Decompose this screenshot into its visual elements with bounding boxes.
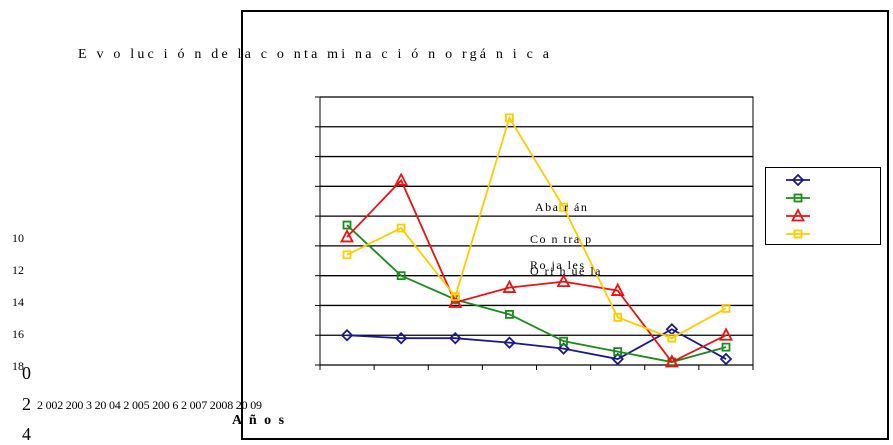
point-s3-3 xyxy=(505,113,514,123)
axis-layer xyxy=(315,96,754,370)
series-2 xyxy=(340,172,733,368)
point-s2-2 xyxy=(448,294,463,308)
series-layer xyxy=(340,113,733,368)
series-label-abaran: Aba r án xyxy=(535,200,589,214)
left-number-0: 0 xyxy=(22,363,31,383)
point-s3-6 xyxy=(667,333,677,343)
point-s2-6 xyxy=(664,354,679,368)
chart-frame xyxy=(241,10,889,440)
point-s3-2 xyxy=(450,292,460,301)
y-label-18: 18 xyxy=(12,359,24,373)
point-s1-3 xyxy=(505,309,514,319)
point-s0-5 xyxy=(611,352,624,366)
y-label-16: 16 xyxy=(12,327,24,341)
series-label-contrap: Co n tra p xyxy=(530,232,593,246)
legend-marker-1 xyxy=(793,193,803,203)
legend-marker-3 xyxy=(793,229,803,239)
point-s0-7 xyxy=(719,352,733,366)
point-s0-0 xyxy=(340,328,354,342)
series-3 xyxy=(342,113,731,343)
plot-border xyxy=(319,96,754,366)
point-s1-4 xyxy=(559,336,568,346)
series-line-2 xyxy=(346,178,727,364)
point-s2-1 xyxy=(394,172,409,186)
point-s3-0 xyxy=(342,250,352,260)
y-label-10: 10 xyxy=(12,231,24,245)
point-s2-0 xyxy=(340,229,354,243)
series-line-1 xyxy=(346,224,727,363)
point-s1-1 xyxy=(396,271,406,281)
legend-marker-0 xyxy=(791,173,805,187)
point-s1-5 xyxy=(613,347,623,357)
point-s3-4 xyxy=(559,202,568,212)
point-s2-4 xyxy=(556,273,571,288)
point-s1-0 xyxy=(342,220,352,230)
point-s3-7 xyxy=(721,304,731,313)
point-s3-1 xyxy=(396,223,406,233)
point-s2-3 xyxy=(502,279,517,293)
legend-markers xyxy=(786,173,810,239)
point-s0-4 xyxy=(557,342,570,355)
y-label-12: 12 xyxy=(12,263,24,277)
series-label-rojales: Ro ja les xyxy=(530,258,586,272)
x-tick-labels: 2 002 200 3 20 04 2 005 200 6 2 007 2008… xyxy=(37,398,262,412)
legend xyxy=(765,167,881,245)
point-s0-1 xyxy=(394,331,408,345)
point-s2-7 xyxy=(719,327,733,341)
x-axis-label: A ñ o s xyxy=(232,413,287,428)
point-s3-5 xyxy=(613,312,623,322)
chart-title: E v o luc i ó n de la c o nta mi na c i … xyxy=(78,47,553,62)
grid-layer xyxy=(319,96,754,366)
left-number-4: 4 xyxy=(22,424,31,444)
series-line-0 xyxy=(346,328,727,360)
legend-marker-2 xyxy=(791,208,805,222)
point-s1-7 xyxy=(721,342,731,352)
y-label-14: 14 xyxy=(12,295,24,309)
series-line-3 xyxy=(346,115,727,340)
left-number-2: 2 xyxy=(22,394,31,414)
series-label-orihuela: O ri h ue la xyxy=(530,264,602,278)
point-s2-5 xyxy=(610,282,625,296)
point-s0-2 xyxy=(449,331,462,345)
point-s0-3 xyxy=(503,336,516,349)
